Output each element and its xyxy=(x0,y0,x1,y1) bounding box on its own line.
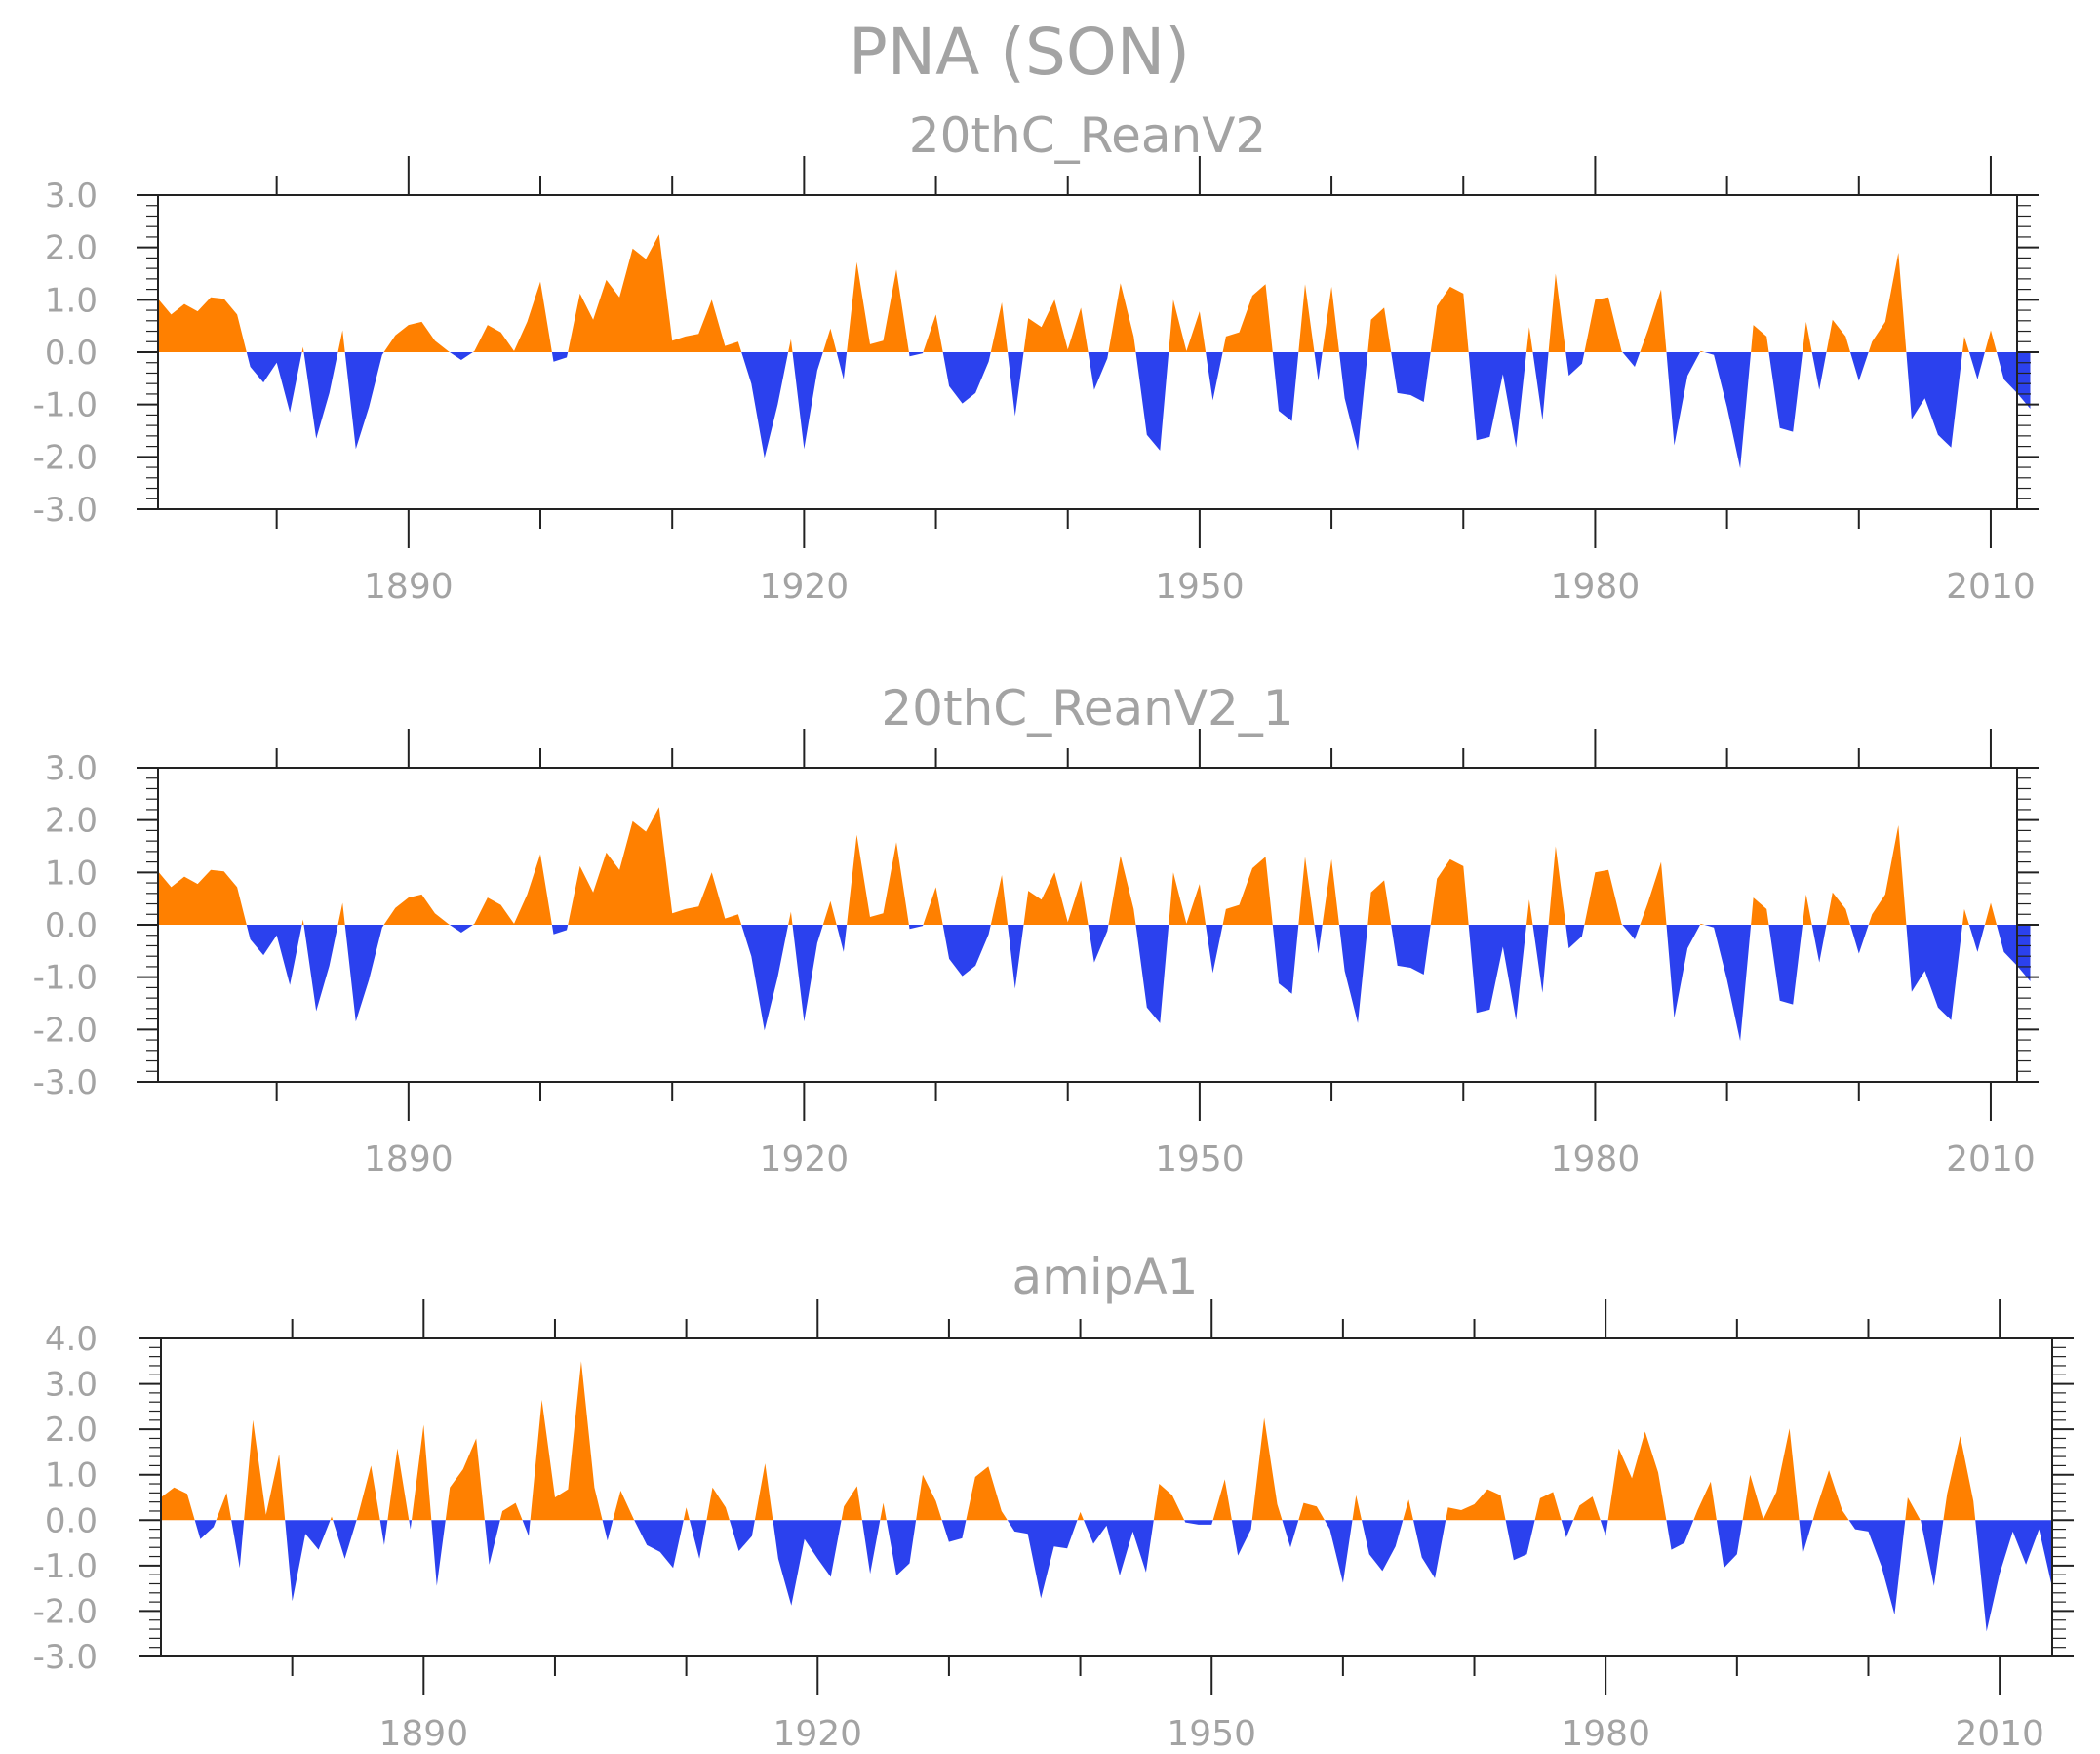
panel-3-ytick-label: -2.0 xyxy=(33,1592,98,1631)
panel-3-xtick-label: 1950 xyxy=(1167,1714,1256,1754)
panel-2-title: 20thC_ReanV2_1 xyxy=(881,680,1293,737)
panel-3-ytick-label: -1.0 xyxy=(33,1547,98,1586)
panel-2-ytick-label: -3.0 xyxy=(33,1063,98,1102)
panel-2-xtick-label: 2010 xyxy=(1946,1139,2036,1179)
panel-3-negative-area xyxy=(161,1520,2052,1632)
panel-2-negative-area xyxy=(158,925,2031,1042)
panel-3-xtick-label: 2010 xyxy=(1955,1714,2044,1754)
panel-3-ytick-label: 4.0 xyxy=(45,1320,98,1359)
panel-2-yaxis-labels: 3.0 2.0 1.0 0.0 -1.0 -2.0 -3.0 xyxy=(33,749,98,1102)
panel-3-xtick-label: 1920 xyxy=(773,1714,862,1754)
panel-1-yaxis-labels: 3.0 2.0 1.0 0.0 -1.0 -2.0 -3.0 xyxy=(33,177,98,530)
panel-3-xtick-label: 1890 xyxy=(378,1714,468,1754)
panel-1-ytick-label: -3.0 xyxy=(33,491,98,530)
panel-2-ytick-label: -1.0 xyxy=(33,959,98,998)
panel-2-ytick-label: 0.0 xyxy=(45,906,98,945)
panel-1-xtick-label: 1980 xyxy=(1551,567,1641,607)
panel-3: amipA1 4.0 3.0 2.0 1.0 0.0 -1.0 -2.0 -3.… xyxy=(33,1249,2074,1754)
panel-3-yaxis-labels: 4.0 3.0 2.0 1.0 0.0 -1.0 -2.0 -3.0 xyxy=(33,1320,98,1677)
panel-3-frame xyxy=(160,1337,2053,1657)
panel-1: 20thC_ReanV2 3.0 2.0 1.0 0.0 -1.0 -2.0 -… xyxy=(33,107,2039,607)
panel-1-xtick-label: 2010 xyxy=(1946,567,2036,607)
panel-3-ytick-label: -3.0 xyxy=(33,1638,98,1677)
panel-1-xtick-label: 1950 xyxy=(1155,567,1245,607)
panel-1-title: 20thC_ReanV2 xyxy=(909,107,1266,164)
panel-2-ytick-label: -2.0 xyxy=(33,1011,98,1050)
panel-1-negative-area xyxy=(158,352,2031,469)
panel-1-ytick-label: 2.0 xyxy=(45,229,98,268)
panel-2-positive-area xyxy=(158,807,2031,925)
panel-3-xaxis-labels: 1890 1920 1950 1980 2010 xyxy=(378,1714,2043,1754)
panel-1-ytick-label: -2.0 xyxy=(33,438,98,477)
panel-3-title: amipA1 xyxy=(1012,1249,1199,1305)
panel-3-ytick-label: 1.0 xyxy=(45,1456,98,1495)
panel-2-ytick-label: 1.0 xyxy=(45,854,98,893)
panel-2-xtick-label: 1920 xyxy=(760,1139,850,1179)
panel-1-ytick-label: 0.0 xyxy=(45,334,98,373)
panel-1-ytick-label: -1.0 xyxy=(33,386,98,425)
panel-2-ytick-label: 3.0 xyxy=(45,749,98,788)
panel-1-positive-area xyxy=(158,234,2031,352)
panel-3-ytick-label: 0.0 xyxy=(45,1501,98,1540)
panel-1-xtick-label: 1920 xyxy=(760,567,850,607)
panel-3-positive-area xyxy=(161,1361,2052,1521)
panel-2-xtick-label: 1950 xyxy=(1155,1139,1245,1179)
panel-3-ytick-label: 2.0 xyxy=(45,1411,98,1450)
panel-1-xtick-label: 1890 xyxy=(364,567,454,607)
panel-2: 20thC_ReanV2_1 3.0 2.0 1.0 0.0 -1.0 -2.0… xyxy=(33,680,2039,1179)
panel-1-ytick-label: 3.0 xyxy=(45,177,98,216)
panel-1-ytick-label: 1.0 xyxy=(45,281,98,320)
panel-3-xtick-label: 1980 xyxy=(1561,1714,1650,1754)
panel-2-xtick-label: 1980 xyxy=(1551,1139,1641,1179)
figure-title: PNA (SON) xyxy=(849,15,1190,90)
panel-3-ytick-label: 3.0 xyxy=(45,1366,98,1405)
panel-2-xtick-label: 1890 xyxy=(364,1139,454,1179)
panel-2-xaxis-labels: 1890 1920 1950 1980 2010 xyxy=(364,1139,2036,1179)
panel-1-xaxis-labels: 1890 1920 1950 1980 2010 xyxy=(364,567,2036,607)
panel-2-ytick-label: 2.0 xyxy=(45,802,98,841)
